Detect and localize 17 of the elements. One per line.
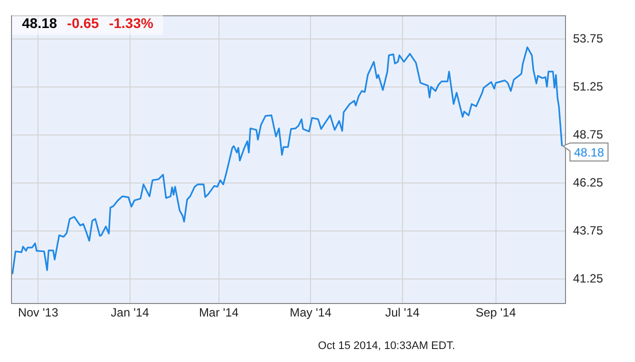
x-tick-label: Jul '14	[385, 306, 420, 320]
x-tick-label: Jan '14	[110, 306, 150, 320]
y-tick-label: 43.75	[573, 223, 604, 238]
text: Oct 15 2014, 10:33AM EDT.	[318, 340, 455, 352]
x-tick-label: Nov '13	[18, 306, 59, 320]
y-tick-label: 41.25	[573, 271, 604, 286]
x-tick-label: Sep '14	[476, 306, 516, 320]
x-tick-label: May '14	[290, 306, 332, 320]
y-tick-label: 53.75	[573, 31, 604, 46]
y-tick-label: 46.25	[573, 175, 604, 190]
annotation: -1.33%	[108, 15, 154, 31]
annotation: -0.65	[67, 15, 99, 31]
annotation: 48.18	[574, 145, 604, 160]
annotation: 48.18	[22, 15, 58, 31]
x-tick-label: Mar '14	[198, 306, 239, 320]
y-tick-label: 51.25	[573, 79, 604, 94]
y-tick-label: 48.75	[573, 127, 604, 142]
